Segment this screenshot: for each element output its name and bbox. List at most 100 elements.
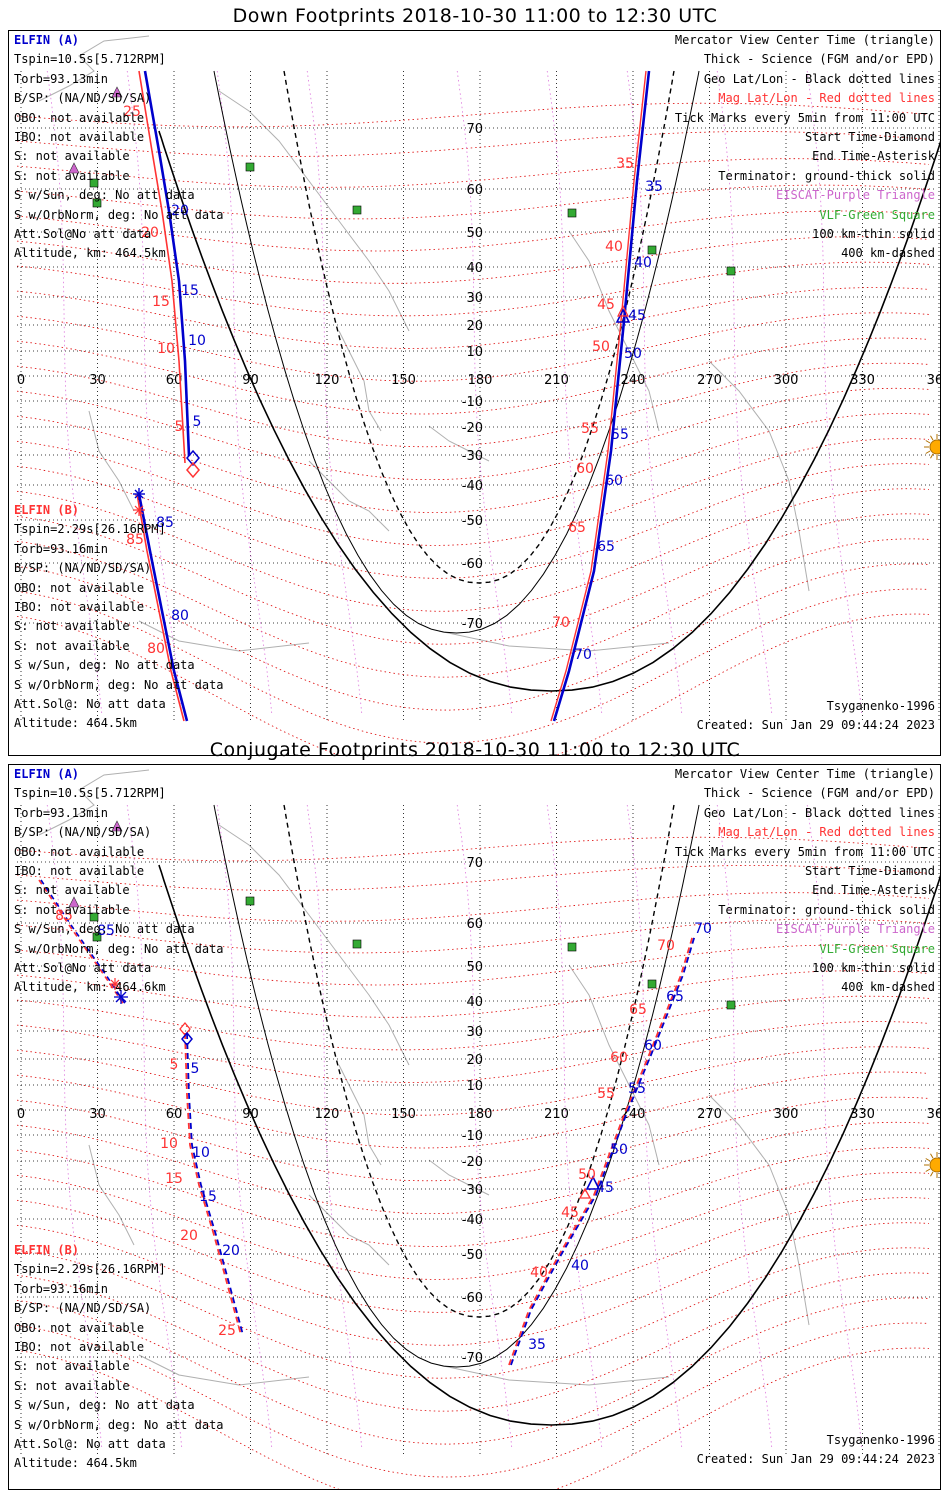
mag-meridian [216,70,273,717]
lat-tick-label: 60 [466,183,483,198]
info-line: Torb=93.16min [14,541,108,556]
vlf-station-marker [92,932,102,942]
legend-item: 100 km-thin solid [812,227,935,242]
mag-meridian [46,804,103,1451]
elfin-b-label: ELFIN (B) [14,1243,80,1257]
track-tick-b: 50 [578,1167,596,1183]
legend-item: Start Time-Diamond [804,864,935,879]
sun-ray [925,1168,931,1172]
terminator-ground [158,864,940,1426]
info-line: IBO: not available [14,130,145,145]
mag-meridian [546,70,603,717]
info-line: Altitude, km: 464.6km [14,980,166,995]
vlf-station-marker [726,266,736,276]
lon-tick-label: 270 [697,1107,722,1122]
elfin-a-track-lower [137,493,189,722]
lon-tick-label: 240 [621,1107,646,1122]
terminator-400km [283,70,675,584]
mag-parallel [16,158,930,188]
lon-tick-label: 330 [850,1107,875,1122]
info-line: Att.Sol@No att data [14,227,152,242]
info-line: Altitude, km: 464.5km [14,246,166,261]
center-triangle-a [585,1175,601,1190]
track-tick-a: 40 [634,255,652,271]
lon-tick-label: 330 [850,373,875,388]
vlf-station-marker [726,1000,736,1010]
elfin-a-info-conjugate: ELFIN (A) Tspin=10.5s[5.712RPM] Torb=93.… [14,765,224,998]
end-asterisk-a [134,489,144,499]
track-tick-a: 85 [156,515,174,531]
track-tick-b: 60 [576,461,594,477]
info-line: S w/OrbNorm, deg: No att data [14,941,224,956]
track-tick-a: 40 [571,1258,589,1274]
legend-item: Start Time-Diamond [804,130,935,145]
elfin-b-track-right [550,70,647,722]
lat-tick-label: 30 [466,1025,483,1040]
lon-tick-label: 360 [927,373,941,388]
lat-tick-label: -70 [462,1351,483,1366]
lon-tick-label: 270 [697,373,722,388]
lat-tick-label: 30 [466,291,483,306]
track-tick-b: 15 [165,1171,183,1187]
elfin-a-label: ELFIN (A) [14,33,80,47]
vlf-station-marker [89,178,99,188]
mag-parallel [16,287,930,349]
info-line: Att.Sol@: No att data [14,697,166,712]
mag-parallel [16,413,930,513]
mag-parallel [16,438,930,546]
track-tick-a: 35 [528,1337,546,1353]
info-line: IBO: not available [14,864,145,879]
mag-parallel [16,613,930,755]
lon-tick-label: 120 [315,1107,340,1122]
elfin-a-info-down: ELFIN (A) Tspin=10.5s[5.712RPM] Torb=93.… [14,31,224,264]
lon-tick-label: 30 [89,1107,106,1122]
mag-meridian [306,804,363,1451]
mag-meridian [806,70,863,717]
mag-parallel [16,944,930,986]
track-tick-a: 65 [597,539,615,555]
mag-meridian [626,70,683,717]
terminator-ground [158,130,940,692]
coastline [708,360,810,592]
track-tick-b: 55 [597,1086,615,1102]
mag-parallel [16,1247,930,1379]
track-tick-a: 35 [645,179,663,195]
mag-parallel [16,261,930,317]
mercator-map-down: 0 30 60 90 120 150 180 210 240 270 300 330 360 70 60 50… [16,35,941,755]
created-label: Created: Sun Jan 29 09:44:24 2023 [696,718,935,733]
track-tick-b: 45 [597,297,615,313]
info-line: S w/Sun, deg: No att data [14,658,195,673]
track-tick-a: 15 [181,283,199,299]
track-tick-a: 60 [644,1038,662,1054]
legend-item: End Time-Asterisk [812,883,935,898]
coastline [38,769,150,836]
mercator-map-conjugate: 0 30 60 90 120 150 180 210 240 270 300 330 360 70 60 50… [16,769,940,1489]
info-line: B/SP: (NA/ND/SD/SA) [14,91,152,106]
lon-tick-label: 120 [315,373,340,388]
mag-meridian [456,804,513,1451]
track-tick-a: 60 [605,473,623,489]
lat-tick-label: 70 [466,856,483,871]
lat-tick-label: -60 [462,1291,483,1306]
lat-tick-label: 40 [466,261,483,276]
lon-tick-label: 0 [17,1107,25,1122]
legend-item: Mag Lat/Lon - Red dotted lines [718,825,935,840]
track-tick-a: 15 [199,1189,217,1205]
lat-tick-label: 20 [466,1053,483,1068]
mag-meridian [46,70,103,717]
track-tick-b: 20 [180,1228,198,1244]
created-label: Created: Sun Jan 29 09:44:24 2023 [696,1452,935,1467]
map-panel-down: 0 30 60 90 120 150 180 210 240 270 300 330 360 70 60 50… [8,30,941,756]
elfin-b-track-lower [136,493,185,722]
coastline [308,1194,390,1266]
mag-parallel [16,865,930,891]
info-line: S w/OrbNorm, deg: No att data [14,1417,224,1432]
mag-meridian [806,804,863,1451]
track-tick-b: 5 [170,1057,179,1073]
map-panel-conjugate: 0 30 60 90 120 150 180 210 240 270 300 330 360 70 60 50… [8,764,941,1490]
terminator-100km [213,70,700,634]
info-line: Altitude: 464.5km [14,716,137,731]
mag-meridian [306,70,363,717]
lat-tick-label: -60 [462,557,483,572]
track-tick-a: 70 [694,921,712,937]
